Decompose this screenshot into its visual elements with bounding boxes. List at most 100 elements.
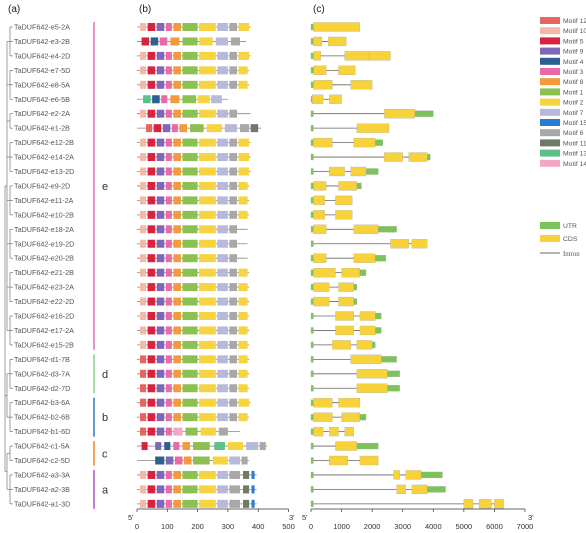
cds-box <box>313 181 327 191</box>
motif-box <box>173 167 181 176</box>
cds-box <box>338 65 356 75</box>
cds-box <box>368 51 391 61</box>
motif-box <box>140 167 147 176</box>
motif-box <box>238 398 250 407</box>
motif-box <box>173 66 181 75</box>
motif-box <box>165 369 172 378</box>
gene-axis-tick-label: 2000 <box>364 522 381 531</box>
motif-box <box>217 485 228 494</box>
motif-axis-end: 3' <box>289 513 295 522</box>
motif-box <box>182 384 198 393</box>
gene-name: TaDUF642-e12-2B <box>14 138 74 147</box>
cds-box <box>313 224 327 234</box>
gene-name: TaDUF642-a1-3D <box>14 499 70 508</box>
gene-name: TaDUF642-e13-2D <box>14 167 74 176</box>
motif-box <box>140 326 147 335</box>
motif-box <box>156 210 165 219</box>
motif-box <box>156 369 165 378</box>
gene-name: TaDUF642-a2-3B <box>14 485 70 494</box>
motif-box <box>182 485 198 494</box>
motif-box <box>147 51 156 60</box>
group-label: a <box>102 484 109 496</box>
panel-label-c: (c) <box>313 4 325 15</box>
motif-box <box>238 340 248 349</box>
utr-box <box>375 139 383 146</box>
motif-box <box>165 297 172 306</box>
gene-name: TaDUF642-e4-2D <box>14 51 70 60</box>
legend-motif-label: Motif 5 <box>563 38 584 45</box>
utr-box <box>310 356 314 363</box>
motif-box <box>147 80 156 89</box>
motif-box <box>147 485 156 494</box>
motif-box <box>217 51 228 60</box>
motif-box <box>251 470 255 479</box>
motif-box <box>146 124 153 133</box>
motif-box <box>199 268 216 277</box>
motif-box <box>199 369 216 378</box>
motif-box <box>238 66 248 75</box>
motif-box <box>238 210 248 219</box>
utr-box <box>375 327 382 334</box>
motif-box <box>185 427 198 436</box>
motif-box <box>156 283 165 292</box>
motif-box <box>229 384 237 393</box>
panel-label-b: (b) <box>139 4 151 15</box>
motif-box <box>238 167 250 176</box>
motif-axis-tick-label: 0 <box>135 522 139 531</box>
utr-box <box>310 341 314 349</box>
motif-box <box>173 384 181 393</box>
motif-box <box>199 196 216 205</box>
cds-box <box>313 412 333 422</box>
motif-box <box>156 196 165 205</box>
motif-box <box>140 138 147 147</box>
cds-box <box>313 426 324 437</box>
motif-box <box>156 499 165 508</box>
motif-box <box>199 499 216 508</box>
cds-box <box>356 123 390 133</box>
utr-box <box>375 255 387 262</box>
legend-motif-swatch <box>540 37 560 45</box>
utr-box <box>310 471 314 479</box>
motif-axis-tick-label: 200 <box>191 522 204 531</box>
motif-box <box>229 312 237 320</box>
motif-box <box>199 470 216 479</box>
motif-box <box>182 254 198 263</box>
legend-motif-label: Motif 7 <box>563 110 584 117</box>
motif-box <box>206 124 222 133</box>
legend-cds-swatch <box>540 235 560 242</box>
motif-box <box>229 369 237 378</box>
gene-name: TaDUF642-b1-6D <box>14 427 70 436</box>
motif-box <box>217 138 228 147</box>
cds-box <box>313 51 321 61</box>
motif-box <box>173 138 181 147</box>
legend-motif-swatch <box>540 68 560 75</box>
motif-box <box>165 340 172 349</box>
motif-box <box>238 51 250 60</box>
motif-box <box>140 384 147 393</box>
cds-box <box>313 22 361 32</box>
gene-axis-tick-label: 5000 <box>456 522 473 531</box>
motif-box <box>171 124 178 133</box>
motif-box <box>140 485 147 494</box>
gene-name: TaDUF642-e22-2D <box>14 297 74 306</box>
motif-box <box>211 95 222 104</box>
gene-name: TaDUF642-e6-5B <box>14 95 70 104</box>
gene-name: TaDUF642-e1-2B <box>14 124 70 133</box>
cds-box <box>329 426 339 437</box>
cds-box <box>312 94 324 104</box>
motif-box <box>156 66 165 75</box>
motif-box <box>140 109 147 118</box>
gene-name: TaDUF642-e19-2D <box>14 239 74 248</box>
motif-box <box>229 196 237 205</box>
cds-box <box>313 137 333 148</box>
motif-box <box>229 109 237 118</box>
motif-box <box>182 283 198 292</box>
motif-box <box>229 225 237 234</box>
motif-box <box>165 196 172 205</box>
cds-box <box>313 296 330 307</box>
motif-box <box>243 499 250 508</box>
motif-box <box>173 181 181 190</box>
motif-box <box>217 196 228 205</box>
motif-box <box>159 37 168 46</box>
legend-motif-swatch <box>540 149 560 157</box>
